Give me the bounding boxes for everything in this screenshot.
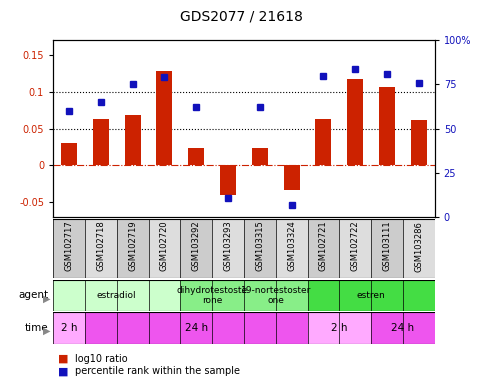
Text: 19-nortestoster
one: 19-nortestoster one: [241, 286, 311, 305]
Bar: [371, 219, 403, 278]
Text: agent: agent: [18, 290, 48, 300]
Text: GSM102721: GSM102721: [319, 221, 328, 271]
Bar: [371, 312, 435, 344]
Bar: [149, 219, 180, 278]
Bar: [53, 312, 85, 344]
Text: GSM103286: GSM103286: [414, 221, 423, 271]
Text: 2 h: 2 h: [331, 323, 348, 333]
Text: GSM102719: GSM102719: [128, 221, 137, 271]
Bar: [61, 142, 77, 166]
Bar: [339, 219, 371, 278]
Text: ■: ■: [58, 366, 69, 376]
Text: ▶: ▶: [43, 326, 51, 336]
Text: time: time: [25, 323, 48, 333]
Text: 24 h: 24 h: [391, 323, 414, 333]
Text: estren: estren: [357, 291, 385, 300]
Text: GSM102718: GSM102718: [96, 221, 105, 271]
Text: GSM103324: GSM103324: [287, 221, 296, 271]
Text: GSM102720: GSM102720: [160, 221, 169, 271]
Bar: [308, 280, 435, 311]
Bar: [156, 71, 172, 166]
Bar: [212, 219, 244, 278]
Bar: [403, 219, 435, 278]
Bar: [244, 280, 308, 311]
Bar: [220, 166, 236, 195]
Bar: [276, 219, 308, 278]
Bar: [315, 119, 331, 166]
Bar: [93, 119, 109, 166]
Bar: [53, 280, 180, 311]
Text: ▶: ▶: [43, 293, 51, 303]
Text: percentile rank within the sample: percentile rank within the sample: [75, 366, 240, 376]
Text: GSM102722: GSM102722: [351, 221, 360, 271]
Text: GSM102717: GSM102717: [65, 221, 73, 271]
Text: 2 h: 2 h: [61, 323, 77, 333]
Text: GSM103292: GSM103292: [192, 221, 201, 271]
Text: GSM103315: GSM103315: [256, 221, 264, 271]
Bar: [252, 148, 268, 166]
Bar: [347, 79, 363, 166]
Text: ■: ■: [58, 354, 69, 364]
Bar: [125, 115, 141, 166]
Bar: [188, 148, 204, 166]
Bar: [180, 280, 244, 311]
Bar: [379, 87, 395, 166]
Bar: [308, 219, 339, 278]
Bar: [117, 219, 149, 278]
Bar: [284, 166, 299, 190]
Text: 24 h: 24 h: [185, 323, 208, 333]
Text: estradiol: estradiol: [97, 291, 137, 300]
Bar: [308, 312, 371, 344]
Text: GSM103293: GSM103293: [224, 221, 232, 271]
Bar: [85, 219, 117, 278]
Text: GSM103111: GSM103111: [383, 221, 392, 271]
Text: GDS2077 / 21618: GDS2077 / 21618: [180, 10, 303, 23]
Text: log10 ratio: log10 ratio: [75, 354, 128, 364]
Bar: [411, 120, 427, 166]
Bar: [85, 312, 308, 344]
Bar: [180, 219, 212, 278]
Bar: [53, 219, 85, 278]
Text: dihydrotestoste
rone: dihydrotestoste rone: [177, 286, 248, 305]
Bar: [244, 219, 276, 278]
